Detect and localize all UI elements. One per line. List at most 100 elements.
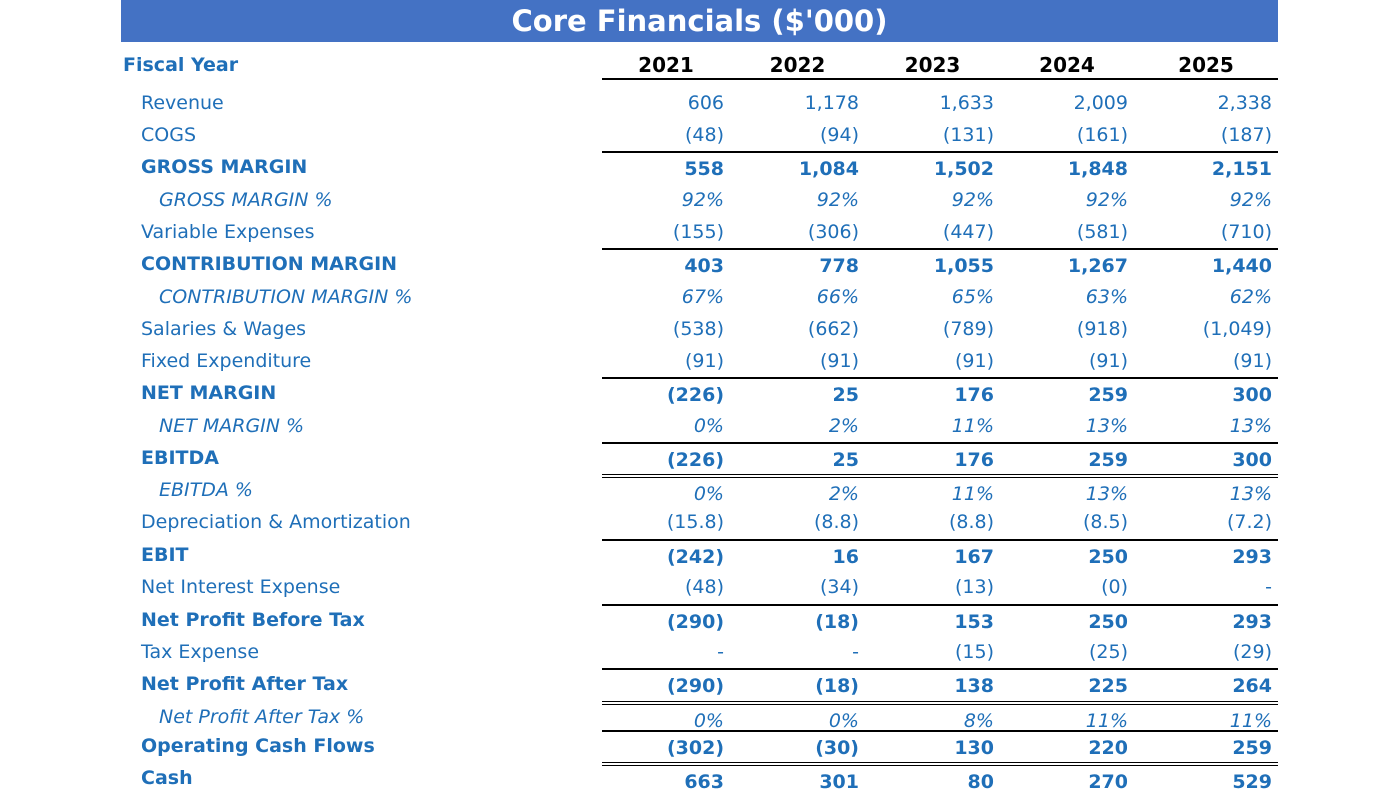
year-header: 2023	[904, 53, 961, 77]
value-cell: (18)	[815, 675, 859, 697]
year-header: 2024	[1039, 53, 1095, 77]
table-row: Net Profit Before Tax (290) (18) 153 250 293	[121, 604, 1278, 636]
row-label: Tax Expense	[141, 641, 260, 663]
row-label: CONTRIBUTION MARGIN %	[159, 286, 413, 308]
table-row: CONTRIBUTION MARGIN 403 778 1,055 1,267 1,440	[121, 248, 1278, 281]
row-label: Net Profit Before Tax	[141, 609, 365, 631]
value-cell: 0%	[693, 415, 724, 437]
row-label: Net Profit After Tax %	[159, 706, 365, 728]
row-label: Depreciation & Amortization	[141, 511, 411, 533]
value-cell: (226)	[666, 449, 724, 471]
value-cell: 8%	[963, 710, 994, 732]
value-cell: -	[717, 641, 724, 663]
value-cell: 2,338	[1217, 92, 1272, 114]
value-cell: 606	[687, 92, 724, 114]
value-cell: (0)	[1101, 576, 1128, 598]
value-cell: 130	[954, 737, 994, 759]
row-values: 403 778 1,055 1,267 1,440	[602, 248, 1278, 282]
row-values: (48) (34) (13) (0) -	[602, 571, 1278, 603]
value-cell: 300	[1232, 449, 1272, 471]
value-cell: (447)	[942, 221, 994, 243]
table-row: Operating Cash Flows (302) (30) 130 220 259	[121, 730, 1278, 762]
row-label: EBIT	[141, 544, 189, 566]
value-cell: 176	[954, 449, 994, 471]
value-cell: 259	[1232, 737, 1272, 759]
row-label: Net Interest Expense	[141, 576, 341, 598]
value-cell: 13%	[1085, 483, 1128, 505]
value-cell: 167	[954, 546, 994, 568]
row-values: 663 301 80 270 529	[602, 762, 1278, 798]
value-cell: (48)	[684, 124, 724, 146]
value-cell: 1,055	[933, 255, 994, 277]
row-values: 558 1,084 1,502 1,848 2,151	[602, 151, 1278, 185]
row-label: CONTRIBUTION MARGIN	[141, 253, 398, 275]
value-cell: 11%	[951, 483, 994, 505]
value-cell: 558	[684, 158, 724, 180]
value-cell: 13%	[1085, 415, 1128, 437]
value-cell: 293	[1232, 611, 1272, 633]
fiscal-year-label: Fiscal Year	[123, 54, 239, 76]
value-cell: 529	[1232, 771, 1272, 793]
row-label: Net Profit After Tax	[141, 673, 349, 695]
value-cell: (662)	[807, 318, 859, 340]
value-cell: 1,267	[1067, 255, 1128, 277]
row-label: Variable Expenses	[141, 221, 315, 243]
value-cell: 67%	[681, 286, 724, 308]
year-header: 2022	[769, 53, 826, 77]
row-label: COGS	[141, 124, 197, 146]
value-cell: 250	[1088, 611, 1128, 633]
row-values: (48) (94) (131) (161) (187)	[602, 119, 1278, 151]
row-values: (155) (306) (447) (581) (710)	[602, 216, 1278, 248]
value-cell: 153	[954, 611, 994, 633]
row-label: NET MARGIN	[141, 382, 277, 404]
value-cell: 11%	[1085, 710, 1128, 732]
row-values: 92% 92% 92% 92% 92%	[602, 184, 1278, 216]
value-cell: 11%	[951, 415, 994, 437]
table-row: GROSS MARGIN 558 1,084 1,502 1,848 2,151	[121, 151, 1278, 184]
value-cell: 80	[967, 771, 994, 793]
value-cell: (91)	[1088, 350, 1128, 372]
value-cell: (29)	[1232, 641, 1272, 663]
table-row: Salaries & Wages (538) (662) (789) (918) (1,0…	[121, 313, 1278, 345]
value-cell: 301	[819, 771, 859, 793]
value-cell: 2,009	[1073, 92, 1128, 114]
row-values: (242) 16 167 250 293	[602, 539, 1278, 573]
value-cell: 92%	[816, 189, 859, 211]
table-row: Fixed Expenditure (91) (91) (91) (91) (91)	[121, 345, 1278, 377]
value-cell: (290)	[666, 675, 724, 697]
row-label: Salaries & Wages	[141, 318, 307, 340]
value-cell: (918)	[1076, 318, 1128, 340]
value-cell: (290)	[666, 611, 724, 633]
row-values: (226) 25 176 259 300	[602, 442, 1278, 476]
value-cell: (18)	[815, 611, 859, 633]
value-cell: 300	[1232, 384, 1272, 406]
value-cell: 778	[819, 255, 859, 277]
value-cell: 92%	[1229, 189, 1272, 211]
value-cell: 220	[1088, 737, 1128, 759]
value-cell: 62%	[1229, 286, 1272, 308]
row-values: (226) 25 176 259 300	[602, 377, 1278, 411]
row-values: (290) (18) 153 250 293	[602, 604, 1278, 638]
table-row: Tax Expense - - (15) (25) (29)	[121, 636, 1278, 668]
value-cell: (91)	[684, 350, 724, 372]
value-cell: (91)	[1232, 350, 1272, 372]
table-row: NET MARGIN % 0% 2% 11% 13% 13%	[121, 410, 1278, 442]
value-cell: 92%	[681, 189, 724, 211]
table-row: EBITDA % 0% 2% 11% 13% 13%	[121, 474, 1278, 506]
row-values: 67% 66% 65% 63% 62%	[602, 281, 1278, 313]
value-cell: 0%	[828, 710, 859, 732]
table-row: Net Profit After Tax % 0% 0% 8% 11% 11%	[121, 701, 1278, 732]
row-label: EBITDA	[141, 447, 219, 469]
row-label: NET MARGIN %	[159, 415, 305, 437]
value-cell: 250	[1088, 546, 1128, 568]
row-label: Cash	[141, 767, 193, 789]
row-values: (91) (91) (91) (91) (91)	[602, 345, 1278, 377]
report-title: Core Financials ($'000)	[121, 0, 1278, 42]
table-row: GROSS MARGIN % 92% 92% 92% 92% 92%	[121, 184, 1278, 216]
value-cell: 293	[1232, 546, 1272, 568]
row-values: 0% 0% 8% 11% 11%	[602, 701, 1278, 737]
value-cell: (1,049)	[1202, 318, 1272, 340]
row-values: (302) (30) 130 220 259	[602, 730, 1278, 764]
value-cell: 225	[1088, 675, 1128, 697]
value-cell: (302)	[666, 737, 724, 759]
